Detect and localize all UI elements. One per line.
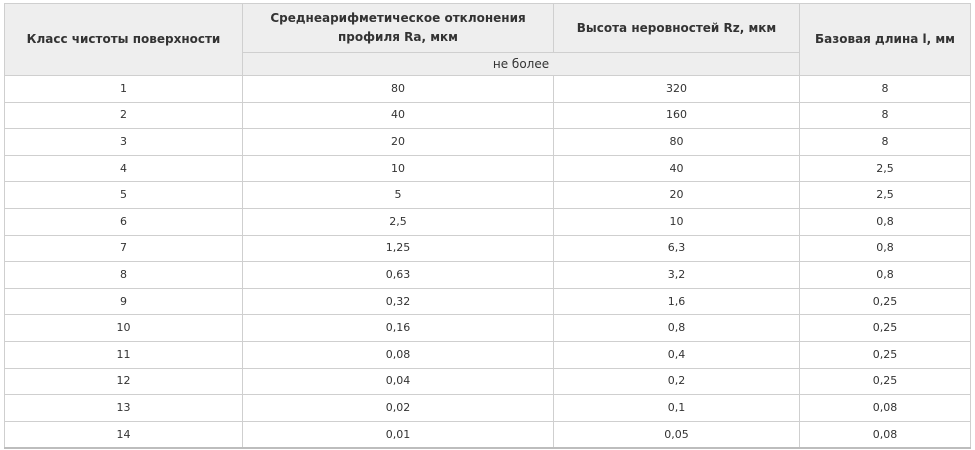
cell-rz: 80: [553, 128, 800, 156]
table-row: 9 0,32 1,6 0,25: [4, 287, 971, 316]
cell-base-length: 0,08: [799, 394, 971, 422]
header-ra: Среднеарифметическое отклонения профиля …: [242, 3, 554, 53]
cell-class: 12: [4, 367, 243, 396]
table-row: 3 20 80 8: [4, 128, 971, 156]
cell-rz: 160: [553, 101, 800, 130]
cell-ra: 0,08: [242, 340, 554, 369]
cell-class: 9: [4, 287, 243, 316]
cell-class: 13: [4, 394, 243, 422]
cell-rz: 0,1: [553, 394, 800, 422]
cell-ra: 0,63: [242, 261, 554, 289]
header-sub-note: не более: [242, 52, 800, 76]
cell-class: 1: [4, 75, 243, 103]
surface-class-table: Класс чистоты поверхности Среднеарифмети…: [4, 3, 971, 450]
cell-ra: 0,02: [242, 394, 554, 422]
cell-base-length: 0,8: [799, 234, 971, 263]
table-row: 7 1,25 6,3 0,8: [4, 234, 971, 263]
cell-class: 10: [4, 314, 243, 342]
cell-class: 7: [4, 234, 243, 263]
cell-ra: 40: [242, 101, 554, 130]
cell-ra: 20: [242, 128, 554, 156]
cell-rz: 0,2: [553, 367, 800, 396]
cell-rz: 40: [553, 154, 800, 183]
cell-rz: 3,2: [553, 261, 800, 289]
cell-class: 14: [4, 420, 243, 449]
table-row: 2 40 160 8: [4, 101, 971, 130]
cell-ra: 10: [242, 154, 554, 183]
cell-base-length: 0,25: [799, 287, 971, 316]
cell-ra: 0,32: [242, 287, 554, 316]
header-row: Класс чистоты поверхности Среднеарифмети…: [4, 3, 971, 76]
cell-base-length: 0,8: [799, 261, 971, 289]
table-body: 1 80 320 8 2 40 160 8 3 20 80 8 4 10 40 2,5 5 5 20 2,5 6 2,5 1…: [4, 75, 971, 449]
table-header: Класс чистоты поверхности Среднеарифмети…: [4, 3, 971, 76]
table-row: 10 0,16 0,8 0,25: [4, 314, 971, 342]
cell-base-length: 8: [799, 101, 971, 130]
cell-base-length: 8: [799, 75, 971, 103]
header-subrow: не более: [5, 52, 971, 76]
cell-rz: 10: [553, 207, 800, 236]
table-row: 12 0,04 0,2 0,25: [4, 367, 971, 396]
table-row: 13 0,02 0,1 0,08: [4, 394, 971, 422]
cell-ra: 5: [242, 181, 554, 209]
header-rz: Высота неровностей Rz, мкм: [553, 3, 800, 53]
cell-base-length: 0,25: [799, 340, 971, 369]
cell-base-length: 8: [799, 128, 971, 156]
cell-class: 3: [4, 128, 243, 156]
cell-base-length: 2,5: [799, 154, 971, 183]
header-class: Класс чистоты поверхности: [4, 3, 243, 76]
cell-rz: 320: [553, 75, 800, 103]
cell-ra: 0,04: [242, 367, 554, 396]
cell-rz: 6,3: [553, 234, 800, 263]
cell-ra: 80: [242, 75, 554, 103]
cell-base-length: 0,08: [799, 420, 971, 449]
table-row: 11 0,08 0,4 0,25: [4, 340, 971, 369]
cell-rz: 20: [553, 181, 800, 209]
surface-class-table-wrapper: Класс чистоты поверхности Среднеарифмети…: [4, 3, 971, 450]
cell-rz: 0,05: [553, 420, 800, 449]
cell-rz: 0,4: [553, 340, 800, 369]
cell-ra: 1,25: [242, 234, 554, 263]
cell-rz: 0,8: [553, 314, 800, 342]
table-row: 6 2,5 10 0,8: [4, 207, 971, 236]
cell-rz: 1,6: [553, 287, 800, 316]
cell-base-length: 2,5: [799, 181, 971, 209]
cell-ra: 0,16: [242, 314, 554, 342]
cell-class: 4: [4, 154, 243, 183]
table-row: 8 0,63 3,2 0,8: [4, 261, 971, 289]
table-row: 1 80 320 8: [4, 75, 971, 103]
cell-class: 6: [4, 207, 243, 236]
cell-ra: 0,01: [242, 420, 554, 449]
header-base-length: Базовая длина l, мм: [799, 3, 971, 76]
cell-class: 11: [4, 340, 243, 369]
table-row: 14 0,01 0,05 0,08: [4, 420, 971, 449]
cell-class: 2: [4, 101, 243, 130]
cell-base-length: 0,25: [799, 314, 971, 342]
cell-class: 8: [4, 261, 243, 289]
cell-base-length: 0,25: [799, 367, 971, 396]
table-row: 5 5 20 2,5: [4, 181, 971, 209]
cell-class: 5: [4, 181, 243, 209]
table-row: 4 10 40 2,5: [4, 154, 971, 183]
cell-base-length: 0,8: [799, 207, 971, 236]
cell-ra: 2,5: [242, 207, 554, 236]
